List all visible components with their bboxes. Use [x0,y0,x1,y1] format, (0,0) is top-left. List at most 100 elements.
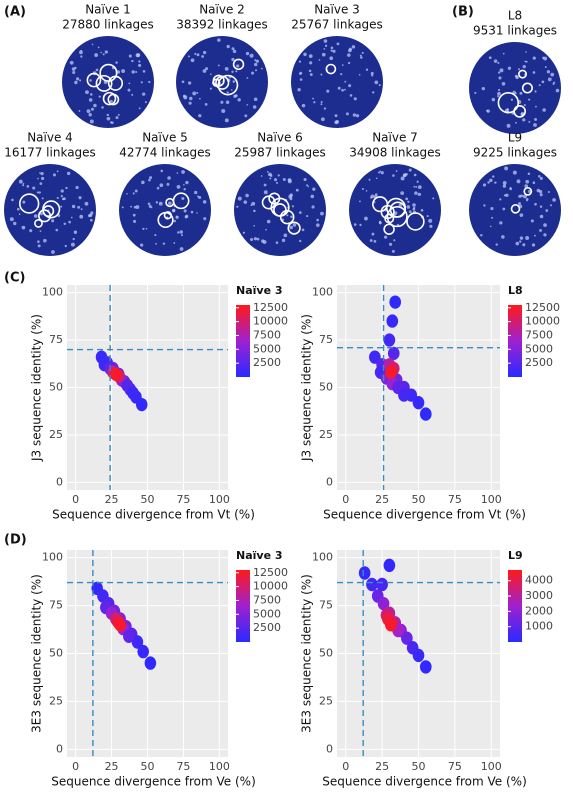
network-node [494,181,497,184]
network-node [203,217,207,221]
network-node [140,243,144,247]
network-node [253,62,258,67]
network-node [88,98,93,102]
network-cluster [86,72,102,88]
network-node [95,68,99,72]
network-cluster [372,196,389,213]
network-node [416,180,419,183]
network-node [56,196,59,199]
network-node [295,188,299,192]
network-node [289,225,293,230]
network-node [329,56,334,61]
density-cell [110,367,122,381]
color-bar-label: 2000 [525,604,553,617]
network-node [217,38,221,42]
density-cell [136,397,148,412]
network-node [221,109,226,114]
network-node [528,98,531,101]
network-node [166,182,170,186]
density-cell [401,631,413,645]
network-node [417,192,422,197]
network-node [298,72,302,75]
network-node [75,185,79,190]
network-linkages: 42774 linkages [119,146,211,160]
network-node [398,203,402,208]
network-node [380,171,384,175]
network-node [351,45,356,49]
density-cell [144,656,157,670]
network-node [246,77,249,79]
network-node [539,193,543,197]
network-node [281,238,286,243]
x-tick-label: 75 [448,493,462,506]
network-node [539,205,543,208]
network-node [121,69,126,74]
network-node [175,215,178,218]
network-node [489,178,493,183]
network-node [524,60,526,63]
network-node [502,184,507,188]
network-disc [234,164,326,256]
network-node [283,233,288,238]
network-node [196,212,198,214]
density-cell [385,365,397,379]
legend-title: L9 [508,549,523,562]
network-node [93,103,97,108]
x-tick-label: 75 [176,760,190,773]
y-tick-label: 100 [42,286,63,299]
network-node [148,204,152,208]
network-node [173,219,176,223]
network-node [375,177,378,180]
network-node [159,183,164,188]
density-cell [412,396,425,410]
network-node [244,114,248,118]
y-tick-label: 100 [312,286,333,299]
network-node [268,172,272,177]
x-tick-label: 25 [375,760,389,773]
network-node [359,223,362,227]
network-cluster [107,75,124,91]
network-node [142,92,146,96]
y-tick-label: 50 [49,647,63,660]
color-bar-label: 5000 [253,607,281,620]
density-cell [385,618,397,632]
network-node [65,186,68,190]
density-cell [376,577,388,592]
network-node [189,96,193,101]
network-node [372,91,375,94]
network-node [243,200,248,204]
network-node [368,178,371,181]
x-tick-label: 100 [209,760,230,773]
y-tick-label: 50 [319,647,333,660]
network-node [204,102,208,106]
network-node [237,98,241,102]
network-node [236,205,239,208]
network-node [522,118,526,122]
network-node [60,195,64,198]
network-node [541,80,545,84]
network-node [138,107,141,110]
network-node [334,114,338,118]
y-tick-label: 0 [56,742,63,755]
color-bar-label: 7500 [253,593,281,606]
network-node [232,49,237,54]
network-node [543,56,548,61]
network-node [253,224,256,227]
network-node [254,59,257,62]
network-node [519,236,524,240]
network-node [360,56,363,59]
network-node [553,81,556,84]
network-node [55,228,59,232]
network-node [70,216,73,219]
network-node [72,237,75,241]
network-node [39,212,43,216]
network-node [135,70,138,74]
network-node [501,81,506,86]
network-node [234,94,238,98]
network-node [539,176,543,180]
network-node [518,194,522,198]
network-node [495,243,498,246]
network-node [145,227,148,230]
network-cluster [406,212,425,231]
network-node [21,225,26,230]
